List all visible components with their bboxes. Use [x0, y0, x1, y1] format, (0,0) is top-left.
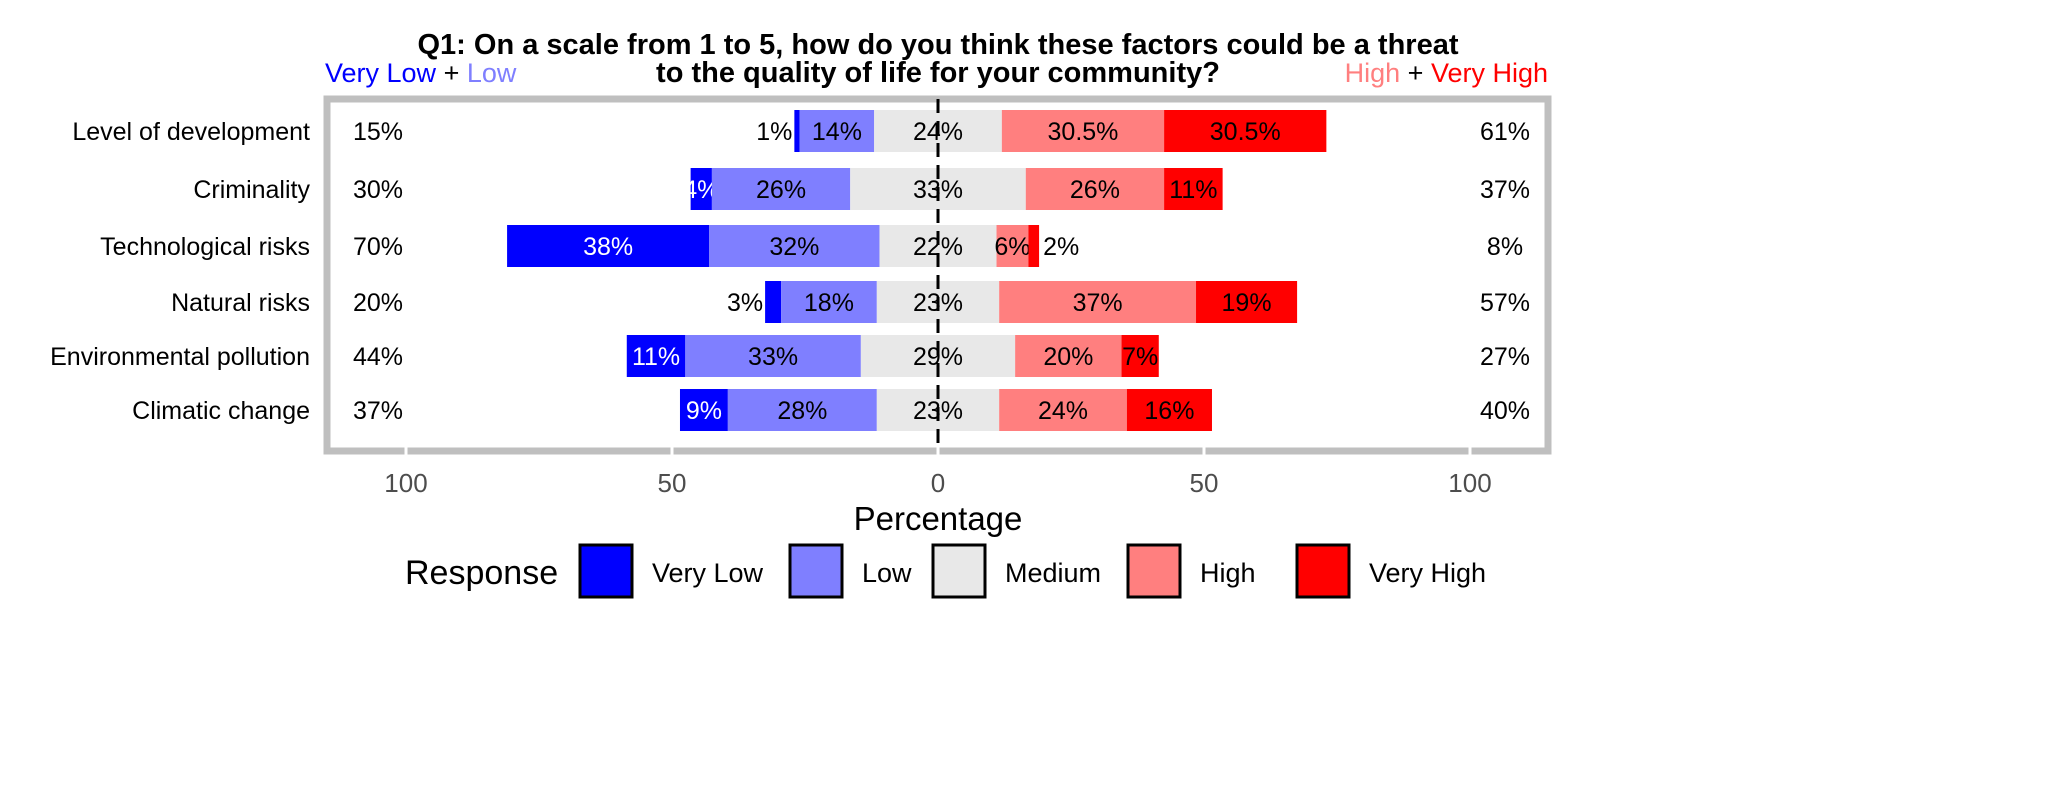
- bar-segment-low: [685, 335, 861, 377]
- bar-value-label: 19%: [1222, 289, 1272, 317]
- bar-segment-low: [781, 281, 877, 323]
- x-tick-label: 0: [931, 468, 945, 498]
- bar-segment-low: [709, 225, 880, 267]
- left-total-label: 70%: [353, 233, 403, 261]
- category-label: Technological risks: [100, 233, 310, 261]
- right-total-label: 8%: [1487, 233, 1523, 261]
- bar-value-label: 1%: [756, 118, 792, 146]
- bar-value-label: 7%: [1122, 343, 1158, 371]
- bar-value-label: 11%: [1169, 176, 1217, 204]
- bar-value-label: 18%: [804, 289, 854, 317]
- x-tick-label: 100: [1448, 468, 1491, 498]
- legend-label: Very High: [1369, 558, 1486, 588]
- x-tick-label: 50: [1190, 468, 1219, 498]
- legend-key-very-high: [1295, 543, 1351, 599]
- legend-title: Response: [405, 554, 558, 592]
- legend-key-low: [788, 543, 844, 599]
- bar-value-label: 30.5%: [1210, 118, 1281, 146]
- bar-value-label: 20%: [1043, 343, 1093, 371]
- x-axis-title: Percentage: [854, 500, 1023, 537]
- bar-segment-very-low: [507, 225, 710, 267]
- left-total-label: 15%: [353, 118, 403, 146]
- bar-segment-very-high: [1028, 225, 1040, 267]
- legend-key-high: [1126, 543, 1182, 599]
- category-label: Climatic change: [132, 397, 310, 425]
- x-axis: 100 50 0 50 100: [384, 447, 1492, 498]
- bar-segment-very-low: [794, 110, 800, 152]
- bar-value-label: 9%: [686, 397, 722, 425]
- right-total-label: 57%: [1480, 289, 1530, 317]
- legend-key-medium: [931, 543, 987, 599]
- bar-value-label: 33%: [748, 343, 798, 371]
- left-total-label: 20%: [353, 289, 403, 317]
- bar-value-label: 24%: [1038, 397, 1088, 425]
- bar-value-label: 11%: [632, 343, 680, 371]
- bar-segment-high: [999, 389, 1127, 431]
- bar-segment-low: [711, 168, 851, 210]
- x-tick-label: 50: [658, 468, 687, 498]
- bar-segment-very-low: [679, 389, 728, 431]
- x-tick-label: 100: [384, 468, 427, 498]
- right-total-label: 27%: [1480, 343, 1530, 371]
- bar-value-label: 14%: [812, 118, 862, 146]
- chart-title-line-2: to the quality of life for your communit…: [656, 57, 1220, 89]
- legend: Response Very Low Low Medium High Very High: [405, 543, 1486, 599]
- bar-value-label: 6%: [994, 233, 1030, 261]
- bar-segment-very-high: [1121, 335, 1159, 377]
- bar-value-label: 2%: [1043, 233, 1079, 261]
- bar-segment-high: [999, 281, 1197, 323]
- left-header-low: Low: [467, 58, 517, 88]
- right-header-high: High: [1345, 58, 1401, 88]
- bar-segment-high: [1015, 335, 1122, 377]
- bar-segment-very-high: [1164, 168, 1223, 210]
- legend-label: Very Low: [652, 558, 764, 588]
- bar-value-label: 26%: [756, 176, 806, 204]
- bar-segment-high: [1001, 110, 1165, 152]
- bar-value-label: 30.5%: [1048, 118, 1119, 146]
- category-label: Natural risks: [171, 289, 310, 317]
- bar-segment-low: [799, 110, 875, 152]
- left-header: Very Low + Low: [325, 58, 517, 88]
- bars-layer: 1% 14% 24% 30.5% 30.5%4% 26% 33% 26% 11%38% 32% 22…: [507, 110, 1327, 431]
- left-total-label: 44%: [353, 343, 403, 371]
- bar-value-label: 26%: [1070, 176, 1120, 204]
- left-header-very-low: Very Low: [325, 58, 437, 88]
- bar-segment-very-low: [626, 335, 686, 377]
- category-label: Environmental pollution: [50, 343, 310, 371]
- category-label: Criminality: [193, 176, 310, 204]
- bar-value-label: 3%: [727, 289, 763, 317]
- bar-segment-high: [1025, 168, 1165, 210]
- bar-value-label: 32%: [769, 233, 819, 261]
- right-total-label: 40%: [1480, 397, 1530, 425]
- category-label: Level of development: [72, 118, 310, 146]
- bar-value-label: 37%: [1073, 289, 1123, 317]
- bar-segment-very-high: [1126, 389, 1212, 431]
- legend-label: Low: [862, 558, 912, 588]
- bar-segment-high: [996, 225, 1029, 267]
- bar-segment-low: [727, 389, 877, 431]
- left-total-label: 37%: [353, 397, 403, 425]
- left-header-plus: +: [444, 58, 460, 88]
- right-total-label: 61%: [1480, 118, 1530, 146]
- legend-key-very-low: [578, 543, 634, 599]
- legend-label: Medium: [1005, 558, 1101, 588]
- bar-value-label: 28%: [777, 397, 827, 425]
- right-total-label: 37%: [1480, 176, 1530, 204]
- right-header-plus: +: [1408, 58, 1424, 88]
- bar-value-label: 16%: [1144, 397, 1194, 425]
- chart-title-line-1: Q1: On a scale from 1 to 5, how do you t…: [418, 29, 1459, 61]
- bar-segment-very-low: [765, 281, 782, 323]
- left-total-label: 30%: [353, 176, 403, 204]
- right-header: High + Very High: [1345, 58, 1548, 88]
- right-header-very-high: Very High: [1431, 58, 1548, 88]
- bar-segment-very-low: [690, 168, 712, 210]
- legend-label: High: [1200, 558, 1256, 588]
- bar-segment-very-high: [1164, 110, 1327, 152]
- bar-value-label: 38%: [583, 233, 633, 261]
- bar-segment-very-high: [1196, 281, 1298, 323]
